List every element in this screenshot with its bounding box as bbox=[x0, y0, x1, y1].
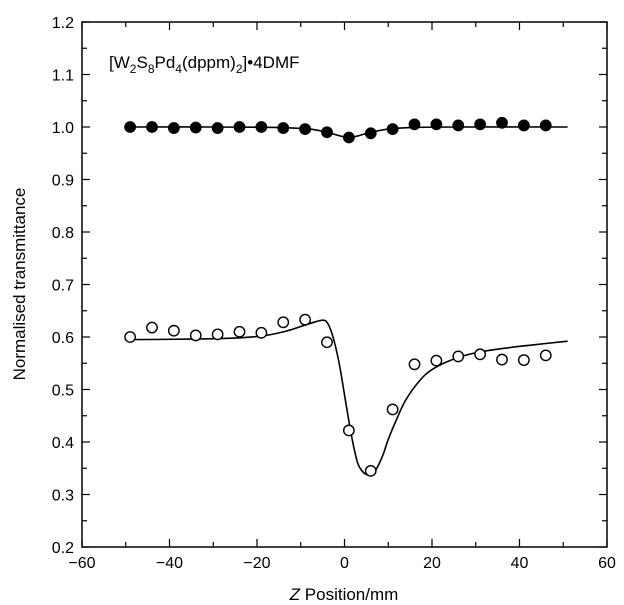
open-data-point bbox=[299, 313, 312, 326]
filled-data-point bbox=[321, 126, 333, 139]
y-tick-label: 0.2 bbox=[52, 540, 74, 557]
open-data-point bbox=[124, 331, 137, 343]
filled-data-point bbox=[539, 119, 552, 132]
open-data-point bbox=[408, 358, 421, 371]
open-data-point bbox=[321, 336, 333, 349]
y-axis-title: Normalised transmittance bbox=[10, 188, 29, 381]
x-tick-label: −40 bbox=[156, 555, 183, 572]
x-tick-label: 60 bbox=[598, 555, 616, 572]
filled-data-point bbox=[124, 121, 137, 133]
x-tick-label: −20 bbox=[243, 555, 270, 572]
open-data-point bbox=[255, 326, 268, 339]
filled-data-point bbox=[299, 123, 312, 136]
open-data-point bbox=[452, 350, 465, 363]
x-tick-label: 20 bbox=[423, 555, 441, 572]
y-tick-label: 1.1 bbox=[52, 68, 74, 85]
data-points bbox=[124, 116, 552, 477]
y-tick-label: 0.5 bbox=[52, 383, 74, 400]
x-tick-label: 0 bbox=[340, 555, 349, 572]
open-data-point bbox=[517, 354, 530, 366]
filled-data-point bbox=[146, 121, 158, 133]
open-data-point bbox=[167, 324, 180, 337]
fit-curves bbox=[130, 126, 568, 476]
open-data-point bbox=[342, 424, 355, 437]
axis-ticks bbox=[81, 21, 608, 548]
filled-data-point bbox=[189, 121, 202, 134]
open-data-point bbox=[146, 321, 158, 334]
x-tick-label: −60 bbox=[68, 555, 95, 572]
fit-curve-lower bbox=[130, 319, 568, 476]
y-tick-label: 0.3 bbox=[52, 488, 74, 505]
filled-data-point bbox=[211, 122, 224, 134]
y-tick-label: 0.8 bbox=[52, 225, 74, 242]
y-tick-label: 0.9 bbox=[52, 173, 74, 190]
x-tick-labels: −60 −40 −20 0 20 40 60 bbox=[68, 555, 616, 572]
y-tick-labels: 0.2 0.3 0.4 0.5 0.6 0.7 0.8 0.9 1.0 1.1 1.2 bbox=[52, 15, 74, 557]
filled-data-point bbox=[517, 119, 530, 132]
open-data-point bbox=[496, 353, 508, 366]
y-tick-label: 0.6 bbox=[52, 330, 74, 347]
filled-data-point bbox=[430, 118, 443, 131]
y-tick-label: 1.2 bbox=[52, 15, 74, 32]
compound-annotation: [W2S8Pd4(dppm)2]•4DMF bbox=[109, 53, 299, 76]
open-data-point bbox=[233, 325, 246, 338]
plot-frame bbox=[81, 21, 608, 548]
filled-data-point bbox=[167, 122, 180, 134]
filled-data-point bbox=[233, 121, 246, 133]
filled-data-point bbox=[496, 116, 508, 129]
open-data-point bbox=[189, 329, 202, 342]
filled-data-point bbox=[408, 118, 421, 131]
x-tick-label: 40 bbox=[511, 555, 529, 572]
open-data-point bbox=[277, 316, 290, 329]
y-tick-label: 1.0 bbox=[52, 120, 74, 137]
open-data-point bbox=[386, 403, 399, 416]
filled-data-point bbox=[474, 118, 487, 131]
filled-data-point bbox=[342, 131, 355, 144]
y-tick-label: 0.4 bbox=[52, 435, 74, 452]
x-axis-title: Z Position/mm bbox=[289, 585, 399, 604]
filled-data-point bbox=[452, 119, 465, 132]
filled-data-point bbox=[255, 121, 268, 133]
open-data-point bbox=[539, 349, 552, 362]
filled-data-point bbox=[364, 127, 377, 140]
open-data-point bbox=[211, 328, 224, 341]
filled-data-point bbox=[386, 123, 399, 136]
open-data-point bbox=[474, 348, 487, 361]
y-tick-label: 0.7 bbox=[52, 278, 74, 295]
open-data-point bbox=[430, 354, 443, 367]
filled-data-point bbox=[277, 122, 290, 134]
open-data-point bbox=[364, 464, 377, 477]
